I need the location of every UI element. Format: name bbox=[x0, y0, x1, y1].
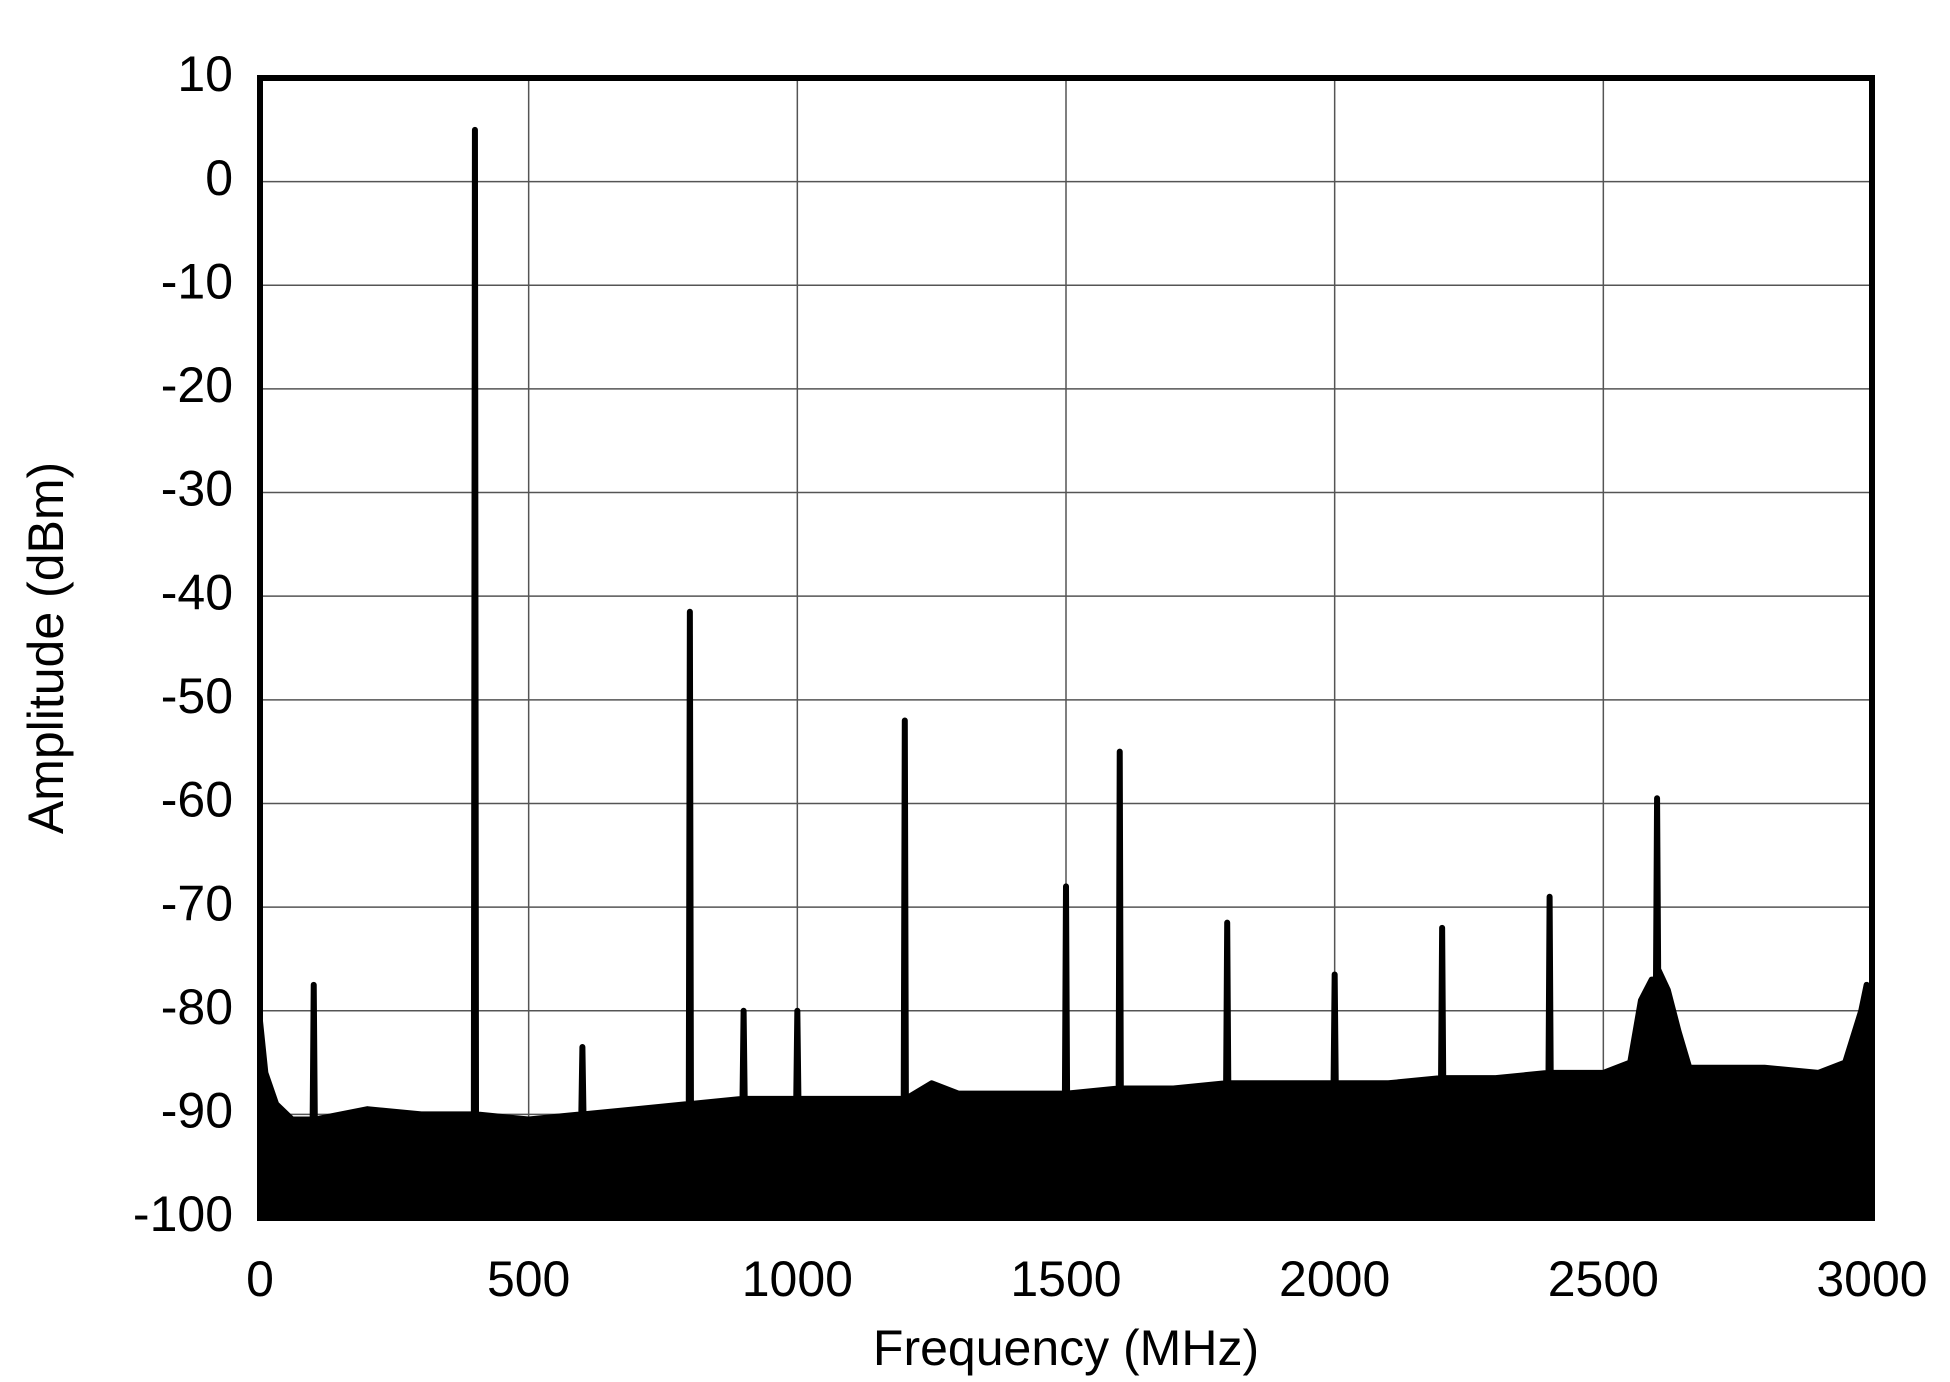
y-tick-label: -10 bbox=[161, 253, 233, 309]
x-tick-label: 1500 bbox=[1010, 1251, 1121, 1307]
y-tick-label: -60 bbox=[161, 772, 233, 828]
y-tick-label: 10 bbox=[177, 46, 233, 102]
x-tick-label: 1000 bbox=[742, 1251, 853, 1307]
y-axis-label: Amplitude (dBm) bbox=[18, 462, 74, 834]
x-tick-label: 0 bbox=[246, 1251, 274, 1307]
y-tick-label: -80 bbox=[161, 979, 233, 1035]
x-tick-label: 500 bbox=[487, 1251, 570, 1307]
spectrum bbox=[257, 126, 1875, 1221]
x-axis-label: Frequency (MHz) bbox=[873, 1320, 1259, 1376]
y-tick-label: -40 bbox=[161, 564, 233, 620]
y-tick-label: -20 bbox=[161, 357, 233, 413]
x-tick-label: 2000 bbox=[1279, 1251, 1390, 1307]
y-tick-label: 0 bbox=[205, 150, 233, 206]
y-tick-label: -50 bbox=[161, 668, 233, 724]
y-tick-label: -90 bbox=[161, 1083, 233, 1139]
x-tick-label: 3000 bbox=[1816, 1251, 1927, 1307]
y-tick-label: -100 bbox=[133, 1186, 233, 1242]
x-tick-label: 2500 bbox=[1548, 1251, 1659, 1307]
y-tick-label: -30 bbox=[161, 461, 233, 517]
y-tick-label: -70 bbox=[161, 875, 233, 931]
plot-border bbox=[257, 75, 1875, 1221]
